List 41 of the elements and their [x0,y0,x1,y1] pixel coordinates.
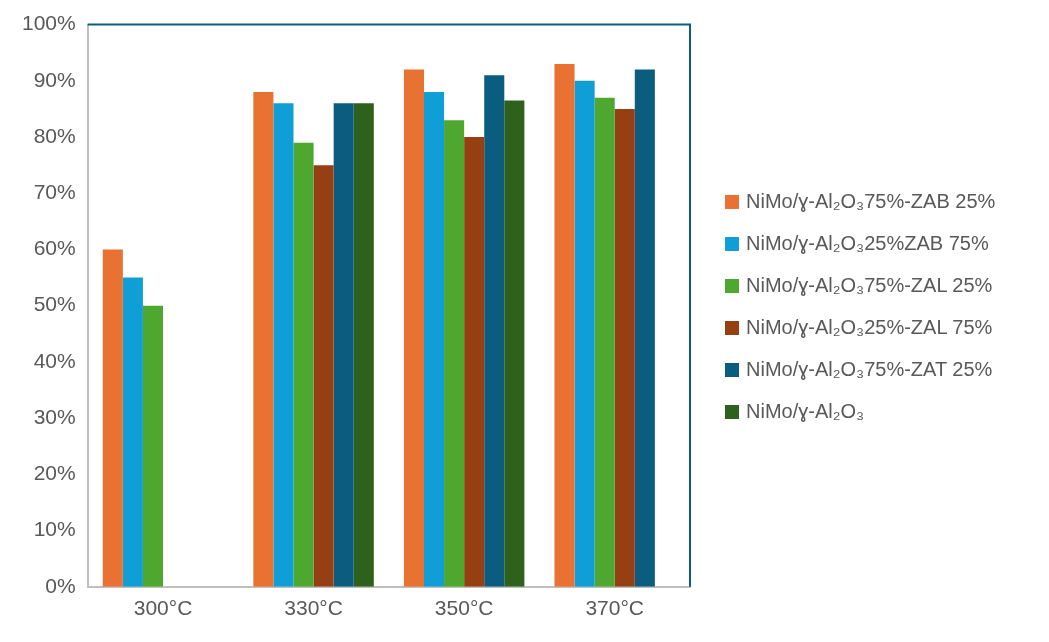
bar [313,165,334,587]
y-tick-label: 50% [33,292,76,316]
bar [554,63,575,587]
bar [142,305,163,587]
legend-label: NiMo/ɣ-Al₂O₃75%-ZAL 25% [746,274,993,297]
bar [484,75,505,587]
y-tick-label: 100% [21,11,76,35]
y-tick-label: 90% [33,67,76,91]
bar [614,108,635,587]
bar [353,103,374,587]
y-tick-label: 80% [33,123,76,147]
bar [464,137,485,587]
bar [273,103,294,587]
bar [333,103,354,587]
bar [102,249,123,587]
bar [504,100,525,587]
y-tick-label: 30% [33,404,76,428]
bar [122,277,143,587]
legend-label: NiMo/ɣ-Al₂O₃75%-ZAT 25% [746,358,993,381]
x-tick-label: 370°C [585,596,645,620]
legend-label: NiMo/ɣ-Al₂O₃25%ZAB 75% [746,232,989,255]
y-tick-label: 10% [33,517,76,541]
bar [594,97,615,587]
legend-label: NiMo/ɣ-Al₂O₃75%-ZAB 25% [746,190,996,213]
bar [444,120,465,587]
x-tick-label: 350°C [434,596,494,620]
y-tick-label: 0% [45,573,76,597]
y-tick-label: 40% [33,348,76,372]
bar [293,142,314,587]
x-tick-label: 300°C [133,596,193,620]
bar [574,80,595,587]
legend-label: NiMo/ɣ-Al₂O₃ [746,400,865,423]
legend-label: NiMo/ɣ-Al₂O₃25%-ZAL 75% [746,316,993,339]
y-tick-label: 20% [33,461,76,485]
y-tick-label: 60% [33,236,76,260]
bar [253,92,274,587]
bar [423,92,445,587]
bar [403,69,424,587]
x-tick-label: 330°C [284,596,343,620]
y-tick-label: 70% [33,180,76,204]
bar [634,69,655,587]
